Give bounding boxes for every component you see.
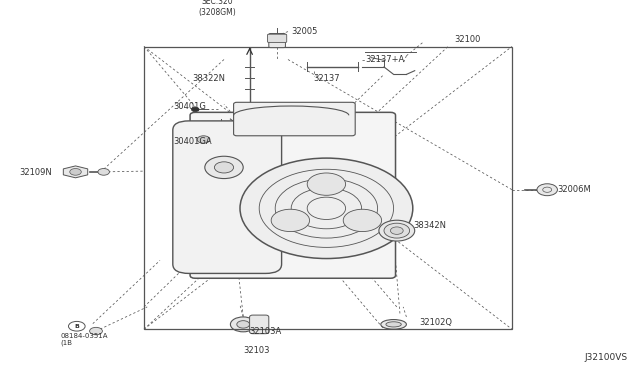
Text: 32100: 32100 bbox=[454, 35, 481, 44]
Circle shape bbox=[90, 327, 102, 335]
Text: 30401G: 30401G bbox=[173, 102, 205, 110]
Text: 32103: 32103 bbox=[243, 346, 269, 355]
Text: 32005: 32005 bbox=[291, 27, 317, 36]
Circle shape bbox=[237, 321, 250, 328]
Text: SEC.320
(3208GM): SEC.320 (3208GM) bbox=[199, 0, 236, 17]
Text: 32006M: 32006M bbox=[557, 185, 591, 194]
Text: 08184-0351A
(1B: 08184-0351A (1B bbox=[61, 333, 108, 346]
FancyBboxPatch shape bbox=[269, 33, 285, 48]
Circle shape bbox=[390, 227, 403, 234]
Circle shape bbox=[191, 107, 199, 112]
FancyBboxPatch shape bbox=[250, 315, 269, 334]
Bar bbox=[144, 46, 512, 329]
Circle shape bbox=[98, 169, 109, 175]
Text: 32137: 32137 bbox=[314, 74, 340, 83]
Circle shape bbox=[537, 184, 557, 196]
Circle shape bbox=[214, 162, 234, 173]
Polygon shape bbox=[63, 166, 88, 178]
Text: B: B bbox=[74, 324, 79, 329]
Circle shape bbox=[70, 169, 81, 175]
Circle shape bbox=[240, 158, 413, 259]
Text: 32102Q: 32102Q bbox=[419, 318, 452, 327]
Text: 32137+A: 32137+A bbox=[365, 55, 404, 64]
Circle shape bbox=[384, 223, 410, 238]
Text: 38342N: 38342N bbox=[413, 221, 446, 230]
Text: 32109N: 32109N bbox=[19, 169, 52, 177]
Circle shape bbox=[379, 220, 415, 241]
Circle shape bbox=[230, 317, 256, 332]
FancyBboxPatch shape bbox=[268, 34, 287, 42]
Ellipse shape bbox=[386, 322, 401, 327]
FancyBboxPatch shape bbox=[173, 121, 282, 273]
Ellipse shape bbox=[381, 320, 406, 329]
Circle shape bbox=[197, 136, 210, 143]
Text: 32103A: 32103A bbox=[250, 327, 282, 336]
Text: 38322N: 38322N bbox=[192, 74, 225, 83]
Circle shape bbox=[205, 156, 243, 179]
Circle shape bbox=[307, 173, 346, 195]
FancyBboxPatch shape bbox=[234, 102, 355, 136]
Circle shape bbox=[343, 209, 381, 231]
Text: 30401GA: 30401GA bbox=[173, 137, 211, 146]
Text: J32100VS: J32100VS bbox=[584, 353, 627, 362]
FancyBboxPatch shape bbox=[190, 112, 396, 278]
Circle shape bbox=[271, 209, 310, 231]
